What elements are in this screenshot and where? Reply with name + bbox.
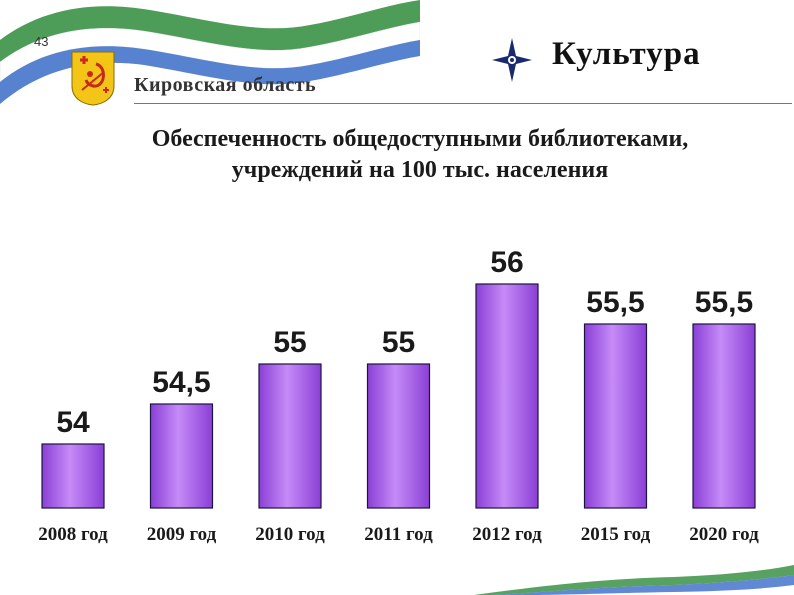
bar-2015-год <box>583 323 648 509</box>
section-title: Культура <box>552 36 701 72</box>
compass-star-icon <box>492 38 532 82</box>
header-divider <box>134 103 792 104</box>
bar-2012-год <box>475 283 539 509</box>
slide-number: 43 <box>34 34 49 49</box>
category-label: 2012 год <box>472 524 542 545</box>
category-label: 2009 год <box>147 524 217 545</box>
category-label: 2011 год <box>364 524 433 545</box>
category-label: 2010 год <box>255 524 325 545</box>
bars-group: 54 2008 год 54,5 2009 год 55 2010 год 55 2011 г… <box>38 246 759 545</box>
chart-title-line-2: учреждений на 100 тыс. населения <box>231 157 609 183</box>
coat-of-arms-icon <box>71 51 115 106</box>
category-label: 2008 год <box>38 524 108 545</box>
data-label: 54 <box>56 406 90 439</box>
bar-2020-год <box>692 323 756 509</box>
data-label: 55,5 <box>695 286 753 319</box>
category-label: 2020 год <box>689 524 759 545</box>
bar-2011-год <box>366 363 431 509</box>
data-label: 56 <box>490 246 523 279</box>
data-label: 55,5 <box>586 286 644 319</box>
chart-title: Обеспеченность общедоступными библиотека… <box>70 124 770 186</box>
decorative-ribbon-bottom <box>474 565 794 595</box>
data-label: 55 <box>382 326 415 359</box>
chart-title-line-1: Обеспеченность общедоступными библиотека… <box>151 126 689 152</box>
data-label: 55 <box>273 326 306 359</box>
category-label: 2015 год <box>581 524 651 545</box>
bar-2010-год <box>258 363 322 509</box>
data-label: 54,5 <box>152 366 210 399</box>
bar-2008-год <box>41 443 105 509</box>
bar-2009-год <box>149 403 214 509</box>
region-name: Кировская область <box>134 74 317 96</box>
